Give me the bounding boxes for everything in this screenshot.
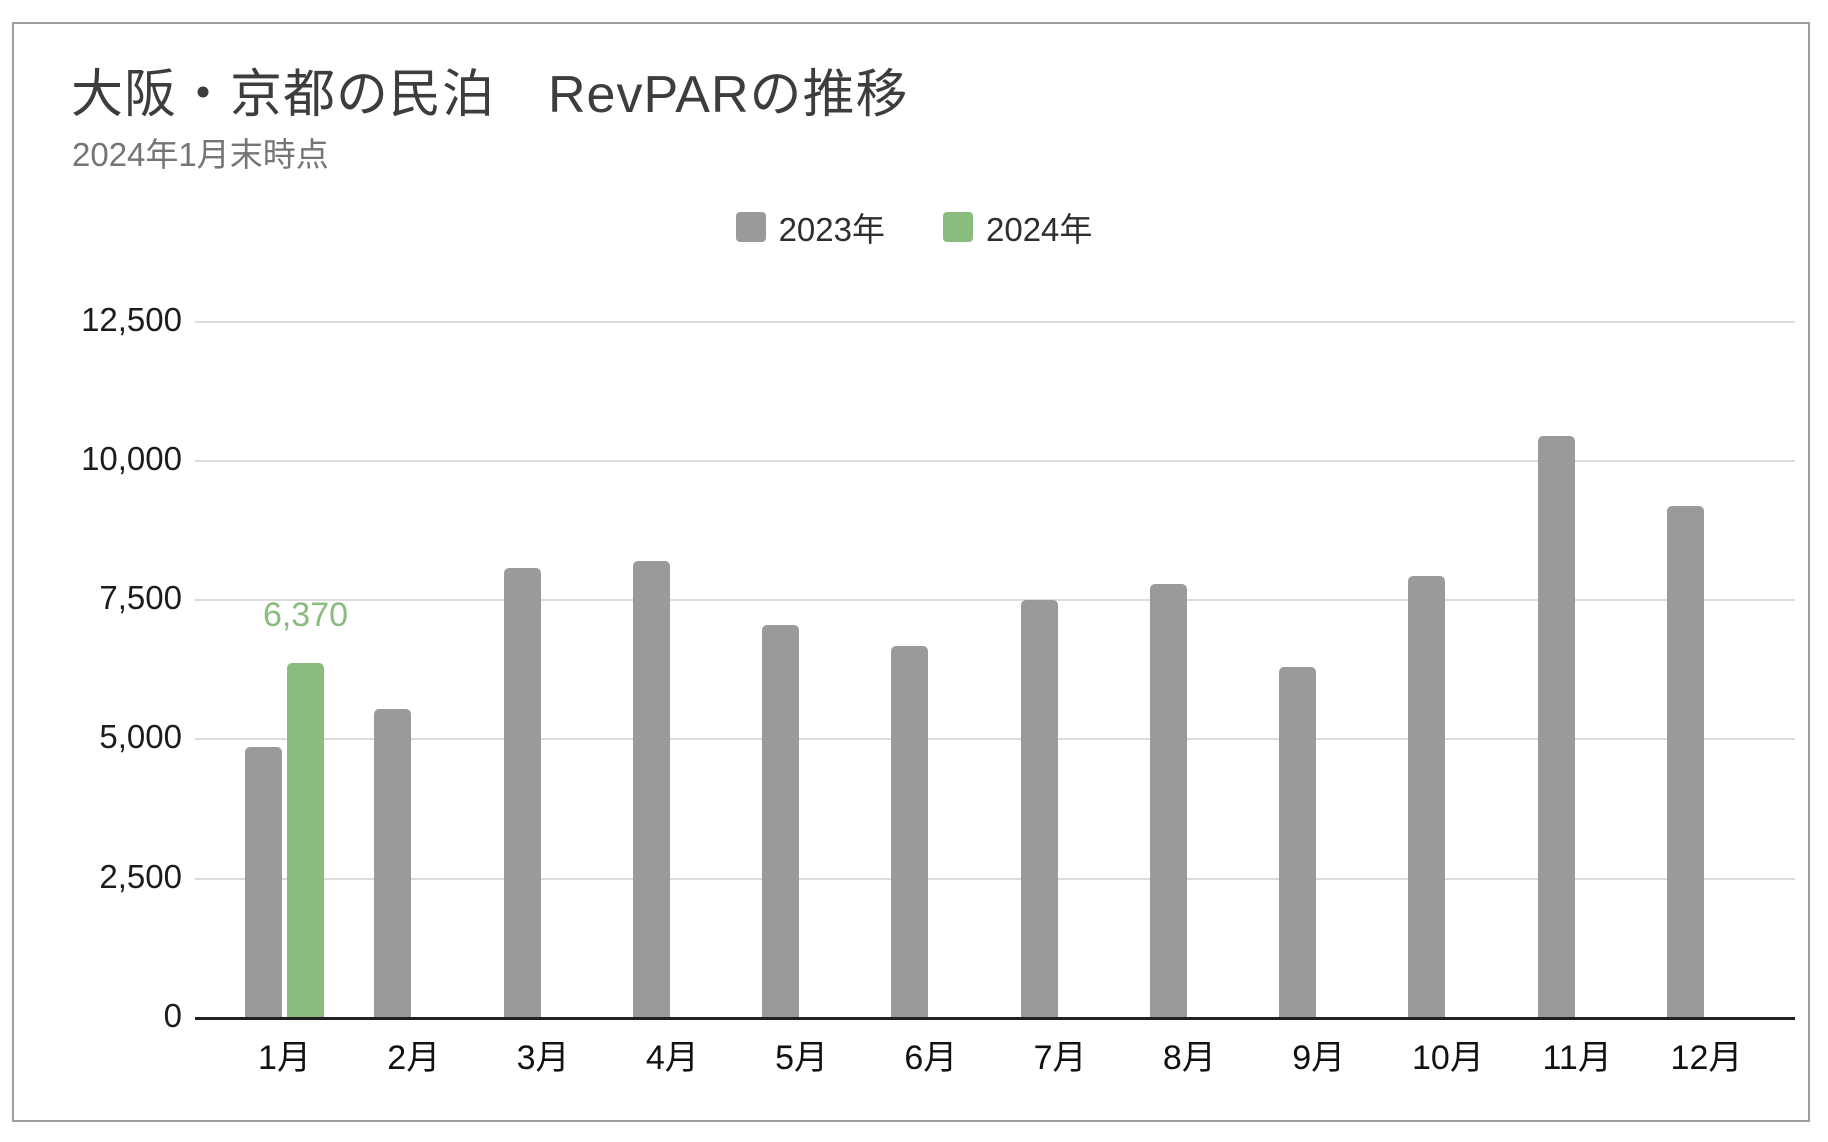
- x-axis-label: 6月: [904, 1039, 958, 1077]
- legend-item-1: 2024年: [943, 203, 1092, 251]
- x-axis-label: 10月: [1412, 1039, 1484, 1077]
- legend-swatch-icon: [943, 212, 973, 242]
- y-axis-tick-label: 5,000: [99, 718, 182, 756]
- x-axis-label: 5月: [775, 1039, 829, 1077]
- bar-2023年-9月: [1279, 666, 1317, 1018]
- y-axis-tick-label: 12,500: [81, 300, 182, 338]
- data-label: 6,370: [262, 596, 349, 635]
- bar-2023年-10月: [1408, 576, 1446, 1018]
- x-axis-label: 7月: [1033, 1039, 1087, 1077]
- bar-2023年-8月: [1149, 584, 1187, 1018]
- chart-title: 大阪・京都の民泊 RevPARの推移: [71, 66, 909, 124]
- y-axis-tick-label: 2,500: [99, 857, 182, 895]
- bar-2023年-3月: [503, 567, 541, 1018]
- legend-label: 2024年: [986, 211, 1093, 248]
- gridline: [195, 320, 1795, 323]
- legend: 2023年 2024年: [0, 203, 1828, 251]
- bar-2023年-5月: [762, 625, 800, 1018]
- legend-swatch-icon: [735, 212, 766, 242]
- gridline: [195, 877, 1795, 880]
- x-axis-label: 4月: [645, 1039, 699, 1077]
- bar-2023年-2月: [374, 708, 412, 1018]
- x-axis-label: 12月: [1670, 1039, 1743, 1077]
- bar-2023年-11月: [1537, 435, 1575, 1018]
- y-axis-tick-label: 10,000: [81, 439, 182, 477]
- y-axis-tick-label: 0: [163, 997, 182, 1034]
- x-axis-label: 8月: [1162, 1039, 1216, 1077]
- legend-label: 2023年: [778, 211, 885, 248]
- chart-subtitle: 2024年1月末時点: [72, 136, 329, 173]
- gridline: [195, 599, 1795, 602]
- x-axis-label: 3月: [516, 1039, 570, 1077]
- gridline: [195, 459, 1795, 462]
- x-axis-baseline: [195, 1017, 1795, 1020]
- bar-2024年-1月: [287, 663, 324, 1018]
- bar-2023年-6月: [891, 646, 929, 1018]
- bar-2023年-1月: [245, 747, 282, 1018]
- x-axis-label: 9月: [1292, 1039, 1346, 1077]
- y-axis-tick-label: 7,500: [99, 579, 182, 617]
- legend-item-0: 2023年: [735, 203, 885, 251]
- x-axis-label: 1月: [258, 1039, 311, 1077]
- gridline: [195, 738, 1795, 741]
- x-axis-label: 11月: [1542, 1039, 1612, 1077]
- bar-2023年-7月: [1020, 600, 1058, 1018]
- x-axis-label: 2月: [387, 1039, 441, 1077]
- bar-2023年-4月: [632, 561, 670, 1018]
- bar-2023年-12月: [1666, 505, 1704, 1018]
